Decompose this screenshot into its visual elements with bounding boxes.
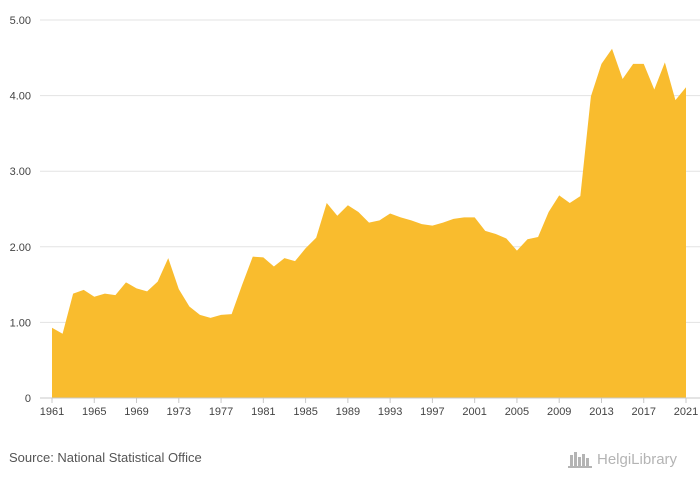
data-point <box>642 62 646 66</box>
x-tick-label: 1997 <box>420 406 444 418</box>
data-point <box>473 215 477 219</box>
data-point <box>209 316 213 320</box>
library-icon <box>568 452 592 468</box>
data-point <box>251 255 255 259</box>
data-point <box>663 60 667 64</box>
y-tick-label: 5.00 <box>10 15 31 27</box>
data-point <box>71 292 75 296</box>
data-point <box>462 215 466 219</box>
data-point <box>536 235 540 239</box>
data-point <box>409 218 413 222</box>
data-point <box>441 221 445 225</box>
data-point <box>282 256 286 260</box>
data-point <box>219 313 223 317</box>
data-point <box>378 218 382 222</box>
data-point <box>135 286 139 290</box>
y-axis: 0 1.00 2.00 3.00 4.00 5.00 <box>10 15 31 405</box>
x-tick-label: 1973 <box>167 406 191 418</box>
area-fill <box>52 48 686 398</box>
data-point <box>346 203 350 207</box>
data-point <box>515 249 519 253</box>
x-tick-label: 2013 <box>589 406 613 418</box>
brand-logo[interactable]: HelgiLibrary <box>568 449 677 469</box>
x-tick-label: 1989 <box>336 406 360 418</box>
data-point <box>673 98 677 102</box>
data-point <box>526 237 530 241</box>
x-tick-label: 2001 <box>462 406 486 418</box>
x-tick-label: 2021 <box>674 406 698 418</box>
x-tick-label: 2009 <box>547 406 571 418</box>
x-tick-label: 1969 <box>124 406 148 418</box>
data-point <box>156 280 160 284</box>
x-tick-label: 1977 <box>209 406 233 418</box>
data-point <box>272 264 276 268</box>
data-point <box>578 194 582 198</box>
y-tick-label: 1.00 <box>10 317 31 329</box>
data-point <box>177 287 181 291</box>
data-point <box>557 193 561 197</box>
data-point <box>314 236 318 240</box>
data-point <box>103 292 107 296</box>
y-tick-label: 2.00 <box>10 242 31 254</box>
data-point <box>187 305 191 309</box>
x-tick-label: 2017 <box>631 406 655 418</box>
data-point <box>420 222 424 226</box>
data-point <box>261 255 265 259</box>
x-tick-label: 1965 <box>82 406 106 418</box>
data-point <box>599 62 603 66</box>
area-series <box>50 47 688 398</box>
data-point <box>399 215 403 219</box>
x-tick-label: 1993 <box>378 406 402 418</box>
x-tick-label: 1985 <box>293 406 317 418</box>
data-point <box>145 289 149 293</box>
data-point <box>166 256 170 260</box>
brand-name: HelgiLibrary <box>597 450 678 468</box>
source-note: Source: National Statistical Office <box>9 450 202 465</box>
data-point <box>388 212 392 216</box>
data-point <box>198 313 202 317</box>
x-tick-label: 1981 <box>251 406 275 418</box>
data-point <box>547 210 551 214</box>
x-tick-label: 1961 <box>40 406 64 418</box>
data-point <box>124 280 128 284</box>
data-point <box>684 85 688 89</box>
data-point <box>430 224 434 228</box>
data-point <box>325 201 329 205</box>
data-point <box>82 288 86 292</box>
x-tick-label: 2005 <box>505 406 529 418</box>
data-point <box>50 326 54 330</box>
data-point <box>61 332 65 336</box>
data-point <box>652 88 656 92</box>
data-point <box>610 47 614 51</box>
data-point <box>504 236 508 240</box>
data-point <box>589 94 593 98</box>
y-tick-label: 4.00 <box>10 91 31 103</box>
area-chart: 01.002.003.004.005.00 1961 1965 1969 1973 19… <box>10 15 700 418</box>
data-point <box>568 201 572 205</box>
data-point <box>304 246 308 250</box>
data-point <box>483 229 487 233</box>
data-point <box>92 295 96 299</box>
x-axis: 1961 1965 1969 1973 1977 1981 1985 1989 1993 1997… <box>40 397 700 418</box>
data-point <box>356 210 360 214</box>
data-point <box>335 214 339 218</box>
data-point <box>367 221 371 225</box>
data-point <box>293 259 297 263</box>
data-point <box>240 283 244 287</box>
y-tick-label: 3.00 <box>10 166 31 178</box>
data-point <box>230 312 234 316</box>
data-point <box>631 62 635 66</box>
data-point <box>621 77 625 81</box>
data-point <box>494 232 498 236</box>
data-point <box>452 217 456 221</box>
data-point <box>113 293 117 297</box>
y-tick-label: 0 <box>25 393 31 405</box>
